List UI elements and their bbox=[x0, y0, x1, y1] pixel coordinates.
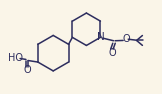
Text: O: O bbox=[122, 34, 130, 44]
Text: N: N bbox=[97, 32, 105, 42]
Text: O: O bbox=[108, 48, 116, 58]
Text: O: O bbox=[23, 65, 31, 75]
Text: HO: HO bbox=[8, 53, 23, 63]
